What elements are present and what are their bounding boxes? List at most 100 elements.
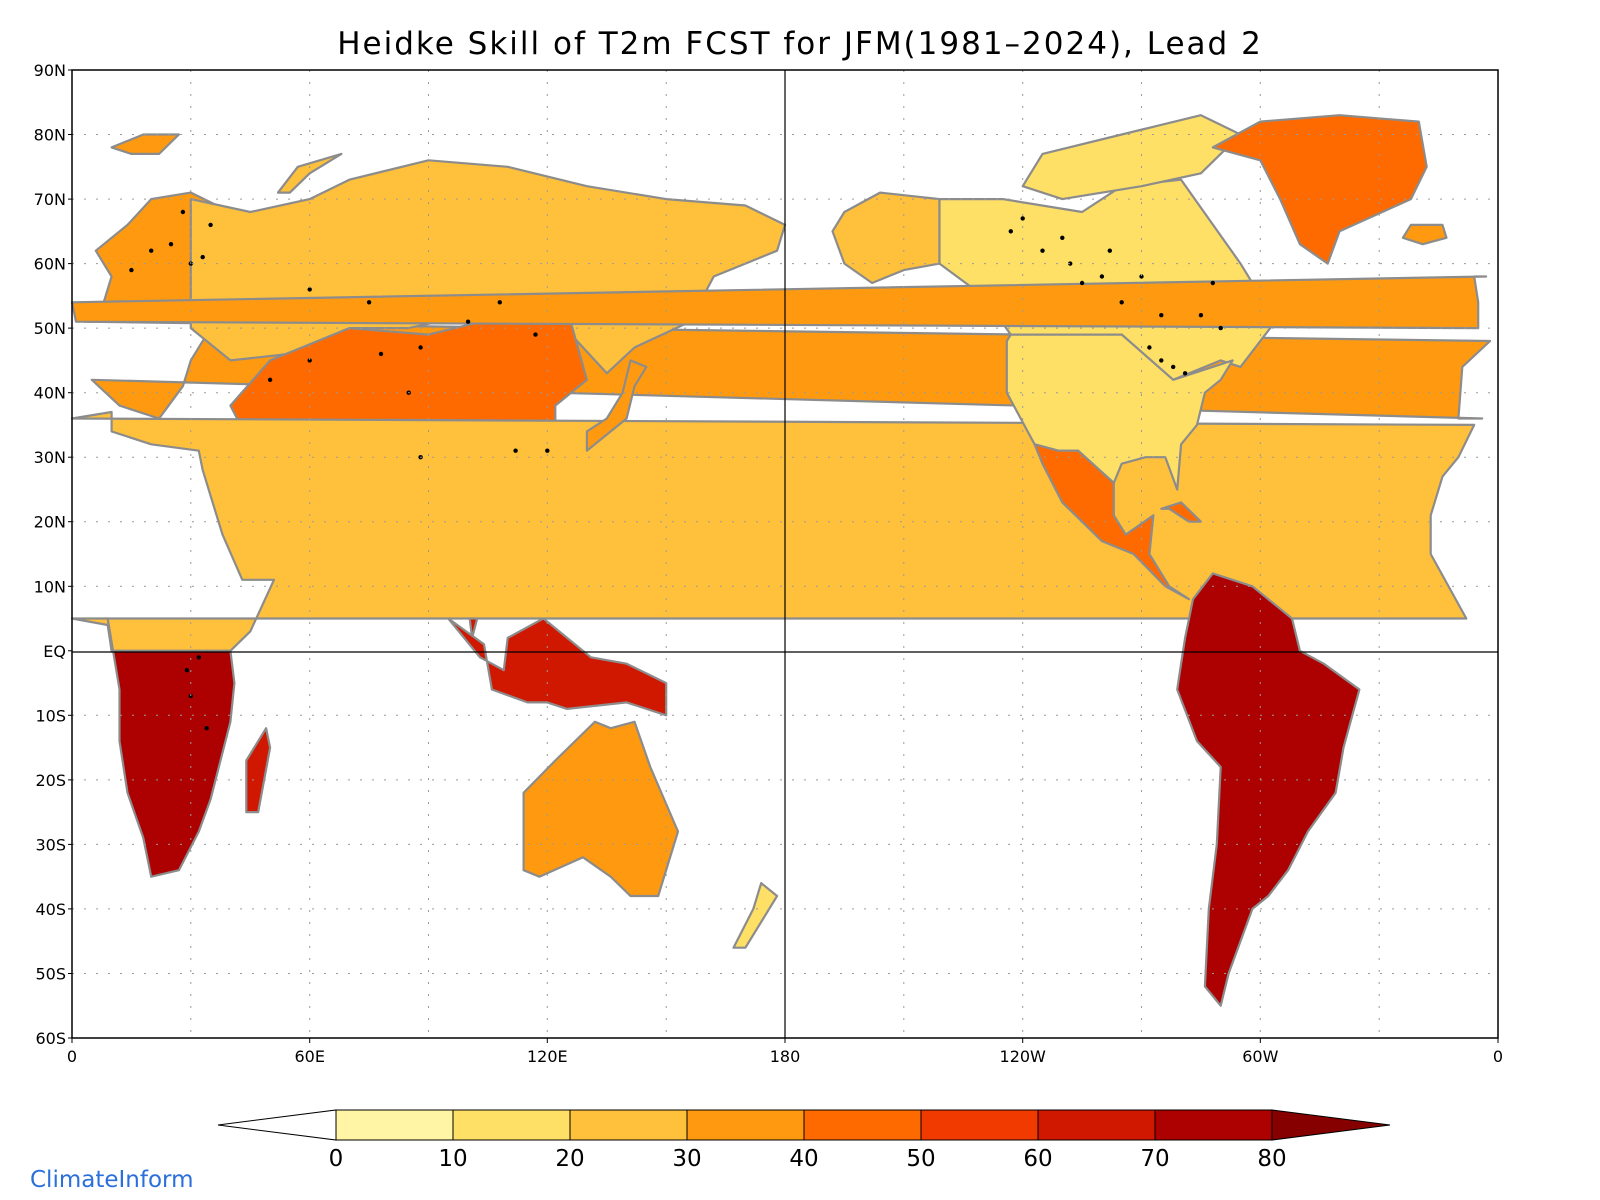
lake-mark	[1060, 235, 1065, 240]
colorbar-box	[686, 1109, 805, 1141]
region-africa-south	[106, 617, 236, 878]
lake-mark	[184, 668, 190, 673]
region-novaya-zemlya	[276, 152, 343, 194]
lake-mark	[129, 267, 134, 273]
lake-mark	[1182, 371, 1188, 376]
colorbar-box	[1154, 1109, 1273, 1141]
lat-label: 80N	[34, 126, 66, 145]
colorbar-tick-label: 60	[1023, 1146, 1052, 1172]
lake-mark	[267, 377, 273, 382]
lake-mark	[188, 693, 193, 699]
lat-label: 50N	[34, 319, 66, 338]
colorbar-box	[1037, 1109, 1156, 1141]
lat-label: 60S	[35, 1029, 66, 1048]
lake-mark	[196, 655, 201, 660]
colorbar-box	[335, 1109, 454, 1141]
lat-label: 40N	[34, 384, 66, 403]
lat-label: 30N	[34, 448, 66, 467]
lake-mark	[204, 726, 209, 731]
colorbar-tick-label: 20	[555, 1146, 584, 1172]
lat-label: EQ	[43, 642, 66, 661]
lake-mark	[1147, 345, 1152, 350]
lake-mark	[497, 300, 502, 305]
region-indonesia	[447, 617, 668, 717]
colorbar-box	[920, 1109, 1039, 1141]
lake-mark	[180, 209, 186, 215]
lake-mark	[1198, 313, 1204, 318]
lat-label: 10N	[34, 577, 66, 596]
lake-mark	[149, 248, 154, 253]
lake-mark	[1119, 300, 1124, 305]
lake-mark	[307, 358, 312, 363]
lake-mark	[1218, 325, 1223, 331]
region-iceland	[1401, 223, 1448, 246]
latitude-labels: 90N 80N 70N 60N 50N 40N 30N 20N 10N EQ 10S 20S 30S 40…	[34, 61, 72, 1048]
lat-label: 90N	[34, 61, 66, 80]
lake-mark	[1079, 280, 1085, 286]
region-mexico	[1033, 443, 1191, 601]
region-south-america	[1176, 572, 1361, 1007]
lon-label: 120E	[527, 1047, 568, 1066]
lake-mark	[1159, 313, 1164, 318]
land-regions	[70, 114, 1492, 1007]
colorbar-high-arrow	[1271, 1109, 1391, 1141]
lat-label: 20N	[34, 513, 66, 532]
lake-mark	[1139, 274, 1144, 279]
region-japan	[585, 359, 648, 452]
colorbar-low-arrow	[217, 1109, 337, 1141]
lake-mark	[1099, 274, 1105, 279]
colorbar-tick-label: 70	[1140, 1146, 1169, 1172]
lake-mark	[1210, 280, 1216, 286]
gridlines	[72, 70, 1498, 1038]
lake-mark	[1040, 248, 1045, 253]
colorbar-box	[452, 1109, 571, 1141]
map-title: Heidke Skill of T2m FCST for JFM(1981–20…	[337, 26, 1263, 62]
colorbar-tick-label: 30	[672, 1146, 701, 1172]
lake-mark	[200, 254, 205, 260]
lat-label: 30S	[35, 835, 66, 854]
lake-mark	[208, 222, 213, 228]
region-africa-north	[70, 410, 1476, 652]
lake-mark	[1107, 248, 1113, 253]
lakes	[129, 209, 1223, 731]
region-madagascar	[245, 727, 272, 814]
lake-mark	[1068, 261, 1073, 266]
lake-mark	[465, 319, 471, 324]
lake-mark	[545, 448, 550, 453]
colorbar: 0 10 20 30 40 50 60 70 80	[217, 1109, 1391, 1172]
lake-mark	[378, 351, 384, 357]
lake-mark	[513, 448, 518, 453]
lake-mark	[533, 332, 538, 337]
region-svalbard	[110, 133, 180, 155]
lake-mark	[307, 287, 312, 292]
colorbar-tick-label: 50	[906, 1146, 935, 1172]
region-australia	[522, 720, 680, 898]
lake-mark	[1008, 229, 1013, 234]
lon-label: 120W	[1000, 1047, 1047, 1066]
lake-mark	[168, 242, 174, 247]
map-area	[70, 69, 1499, 1039]
credit-text: ClimateInform	[30, 1167, 194, 1193]
colorbar-tick-label: 80	[1257, 1146, 1286, 1172]
region-cuba	[1160, 501, 1203, 523]
lon-label: 0	[1493, 1047, 1503, 1066]
colorbar-tick-label: 40	[789, 1146, 818, 1172]
colorbar-tick-label: 10	[438, 1146, 467, 1172]
longitude-labels: 0 60E 120E 180 120W 60W 0	[67, 1038, 1503, 1066]
lake-mark	[1159, 358, 1164, 363]
colorbar-box	[569, 1109, 688, 1141]
lat-label: 60N	[34, 255, 66, 274]
region-greenland	[1211, 114, 1428, 265]
lat-label: 10S	[35, 706, 66, 725]
lat-label: 40S	[35, 900, 66, 919]
lake-mark	[1171, 364, 1176, 370]
lat-label: 70N	[34, 190, 66, 209]
lake-mark	[1020, 216, 1025, 221]
lat-label: 50S	[35, 965, 66, 984]
colorbar-tick-label: 0	[329, 1146, 344, 1172]
lon-label: 0	[67, 1047, 77, 1066]
colorbar-box	[803, 1109, 922, 1141]
region-new-zealand	[732, 881, 779, 949]
